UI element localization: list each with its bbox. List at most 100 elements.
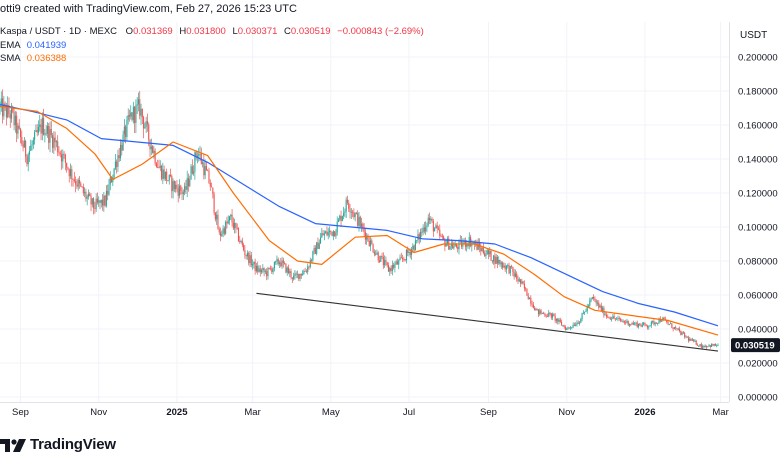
candle — [717, 343, 719, 346]
x-tick-label: Nov — [558, 407, 575, 418]
candle — [341, 215, 343, 222]
candle — [53, 131, 55, 155]
candle — [654, 321, 656, 327]
candle — [511, 264, 513, 269]
candle — [358, 211, 360, 232]
last-price-value: 0.030519 — [735, 341, 775, 352]
candle — [143, 115, 145, 139]
candle — [63, 151, 65, 159]
candle — [373, 249, 375, 257]
ema-legend[interactable]: EMA 0.041939 — [0, 40, 66, 51]
candle — [467, 240, 469, 249]
candle — [541, 312, 543, 314]
candle — [89, 191, 91, 197]
symbol-legend[interactable]: Kaspa / USDT · 1D · MEXC O0.031369 H0.03… — [0, 26, 424, 37]
sma-legend[interactable]: SMA 0.036388 — [0, 53, 66, 64]
candle — [184, 182, 186, 196]
candle — [643, 321, 645, 326]
candle — [399, 254, 401, 261]
candle — [390, 265, 392, 274]
candle — [389, 266, 391, 276]
candle — [75, 176, 77, 193]
candle — [691, 337, 693, 341]
candle — [230, 213, 232, 221]
y-tick-label: 0.080000 — [738, 257, 778, 268]
candle — [141, 108, 143, 125]
candle — [212, 187, 214, 199]
candle — [269, 265, 272, 271]
support-trendline[interactable] — [256, 292, 719, 352]
candle — [461, 235, 463, 250]
candle — [62, 149, 64, 169]
candle — [300, 273, 302, 279]
tradingview-logo[interactable]: TradingView — [0, 436, 116, 453]
candle — [428, 212, 431, 225]
candle — [346, 195, 349, 205]
candle — [161, 164, 163, 181]
candle — [387, 262, 390, 272]
candle — [437, 225, 440, 231]
candle — [144, 122, 146, 129]
candle — [553, 312, 555, 317]
candle — [427, 214, 429, 227]
candle — [711, 343, 713, 348]
candle — [378, 255, 381, 264]
candle — [526, 288, 528, 297]
candle — [516, 271, 518, 282]
time-axis[interactable]: Sep Nov 2025 Mar May Jul Sep Nov 2026 Mar — [0, 402, 729, 419]
candle — [630, 323, 632, 327]
candle — [348, 199, 350, 213]
candle — [614, 318, 616, 322]
candle — [55, 140, 57, 148]
price-axis[interactable]: USDT 0.200000 0.180000 0.160000 0.140000 0.12… — [729, 22, 780, 404]
candle — [264, 269, 266, 275]
candle — [485, 249, 487, 259]
candle — [180, 184, 182, 195]
candle — [168, 174, 170, 185]
candle — [163, 165, 165, 181]
low-value: 0.030371 — [237, 26, 278, 37]
candle — [64, 153, 66, 171]
candle — [95, 193, 97, 213]
candle — [302, 270, 304, 276]
candle — [357, 210, 359, 228]
candle — [140, 103, 142, 125]
candle — [572, 322, 574, 329]
candle — [655, 322, 658, 324]
candle — [14, 111, 16, 133]
candle — [252, 259, 254, 270]
ema-value: 0.041939 — [26, 40, 67, 51]
candle — [552, 312, 554, 321]
candle — [244, 245, 246, 259]
candle — [575, 322, 577, 327]
candle — [32, 137, 34, 149]
y-tick-label: 0.040000 — [738, 325, 778, 336]
candle — [157, 159, 159, 169]
candle — [531, 300, 533, 308]
candle — [77, 177, 79, 191]
candle — [561, 319, 563, 326]
candle — [339, 214, 341, 222]
symbol-name[interactable]: Kaspa / USDT · 1D · MEXC — [0, 26, 118, 37]
candle — [436, 221, 438, 234]
x-tick-label: Sep — [12, 407, 29, 418]
candle — [154, 148, 156, 166]
candle — [650, 320, 652, 328]
candle — [520, 279, 522, 288]
candle — [40, 118, 42, 141]
candle — [246, 250, 249, 260]
candle — [245, 254, 247, 260]
ema-label: EMA — [0, 40, 21, 51]
candle — [108, 179, 110, 197]
candle — [381, 252, 383, 260]
tradingview-wordmark: TradingView — [30, 436, 116, 453]
candle — [296, 270, 299, 279]
candle — [540, 309, 542, 315]
candle — [232, 217, 234, 230]
candle — [625, 319, 627, 325]
candle — [326, 226, 328, 237]
candle — [158, 159, 160, 169]
y-tick-label: 0.100000 — [738, 223, 778, 234]
candle — [112, 174, 114, 187]
